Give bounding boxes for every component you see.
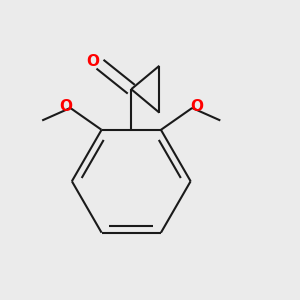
Text: O: O <box>190 99 203 114</box>
Text: O: O <box>87 54 100 69</box>
Text: O: O <box>59 99 72 114</box>
